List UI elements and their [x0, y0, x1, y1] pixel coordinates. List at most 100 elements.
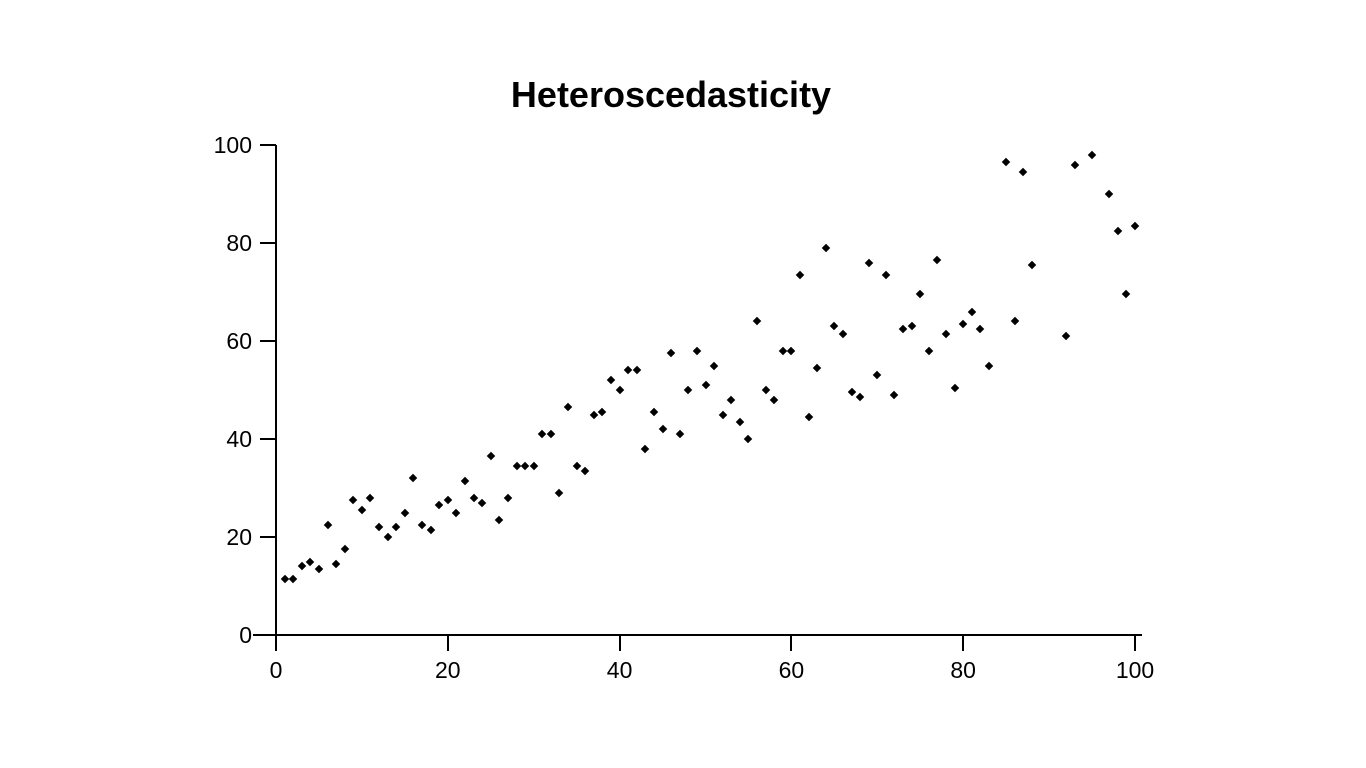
data-point [873, 371, 882, 380]
data-point [306, 557, 315, 566]
x-tick-label: 40 [606, 657, 633, 683]
data-point [400, 508, 410, 517]
data-point [477, 498, 487, 507]
data-point [907, 322, 916, 331]
data-point [623, 366, 633, 375]
data-point [933, 255, 942, 265]
data-point [1087, 150, 1097, 160]
data-point [821, 243, 830, 253]
data-point [881, 270, 891, 280]
data-point [804, 412, 813, 422]
data-point [1130, 221, 1140, 231]
data-point [409, 473, 418, 483]
x-axis-line [253, 634, 1142, 636]
data-point [666, 349, 676, 358]
x-tick-mark [618, 635, 621, 651]
data-point [1010, 317, 1019, 326]
data-point [941, 329, 951, 338]
data-point [735, 417, 745, 427]
data-point [495, 515, 504, 525]
x-tick-label: 20 [435, 657, 461, 683]
data-point [692, 346, 702, 356]
y-tick-label: 0 [239, 622, 252, 648]
data-point [976, 324, 985, 333]
y-tick-mark [260, 144, 276, 146]
data-point [838, 329, 848, 338]
data-point [958, 319, 968, 329]
y-tick-mark [260, 242, 276, 244]
data-point [366, 493, 375, 503]
data-point [288, 574, 298, 583]
data-point [392, 522, 401, 532]
data-point [632, 366, 642, 375]
x-tick-mark [1134, 635, 1136, 651]
data-point [769, 395, 779, 405]
data-point [563, 402, 573, 412]
data-point [795, 270, 805, 280]
data-point [357, 505, 367, 515]
data-point [340, 545, 349, 554]
x-tick-mark [275, 635, 277, 651]
data-point [641, 444, 650, 454]
data-point [512, 461, 521, 471]
data-point [529, 461, 538, 471]
data-point [443, 496, 453, 505]
data-point [675, 429, 684, 439]
x-tick-label: 60 [778, 657, 805, 683]
data-point [718, 410, 727, 419]
data-point [1122, 290, 1131, 299]
data-point [924, 346, 934, 356]
y-tick-label: 20 [226, 524, 252, 550]
data-point [847, 388, 856, 397]
data-point [864, 258, 873, 267]
data-point [383, 532, 392, 542]
data-point [538, 429, 547, 439]
data-point [460, 476, 470, 485]
data-point [950, 383, 959, 392]
data-point [701, 380, 710, 390]
data-point [1104, 189, 1114, 199]
y-tick-label: 80 [226, 230, 252, 256]
x-tick-label: 0 [269, 657, 283, 683]
data-point [916, 290, 925, 299]
data-point [434, 500, 444, 510]
y-tick-label: 40 [226, 426, 252, 452]
data-point [314, 564, 324, 574]
y-tick-mark [260, 340, 276, 342]
x-tick-mark [790, 635, 793, 651]
data-point [606, 375, 616, 385]
data-point [830, 322, 839, 331]
data-point [520, 461, 530, 471]
data-point [452, 508, 461, 517]
y-tick-mark [260, 536, 276, 538]
data-point [580, 466, 590, 476]
data-point [787, 346, 796, 356]
data-point [984, 361, 994, 370]
data-point [1062, 331, 1071, 341]
data-point [855, 393, 865, 402]
data-point [572, 461, 581, 471]
x-tick-label: 100 [1115, 657, 1155, 683]
data-point [349, 496, 358, 505]
data-point [761, 385, 770, 395]
data-point [374, 522, 384, 532]
data-point [1113, 226, 1123, 235]
data-point [812, 363, 822, 373]
data-point [555, 488, 564, 498]
data-point [752, 317, 762, 326]
data-point [658, 424, 667, 434]
data-point [684, 385, 693, 395]
data-point [1019, 167, 1028, 177]
x-tick-mark [962, 635, 965, 651]
x-tick-mark [446, 635, 449, 651]
y-tick-label: 60 [226, 328, 252, 354]
data-point [417, 520, 427, 529]
data-point [331, 559, 341, 569]
data-point [469, 493, 478, 503]
data-point [1001, 157, 1011, 167]
data-point [967, 307, 977, 316]
data-point [486, 451, 495, 461]
chart-title: Heteroscedasticity [510, 74, 832, 115]
data-point [709, 361, 719, 370]
data-point [1027, 260, 1037, 270]
